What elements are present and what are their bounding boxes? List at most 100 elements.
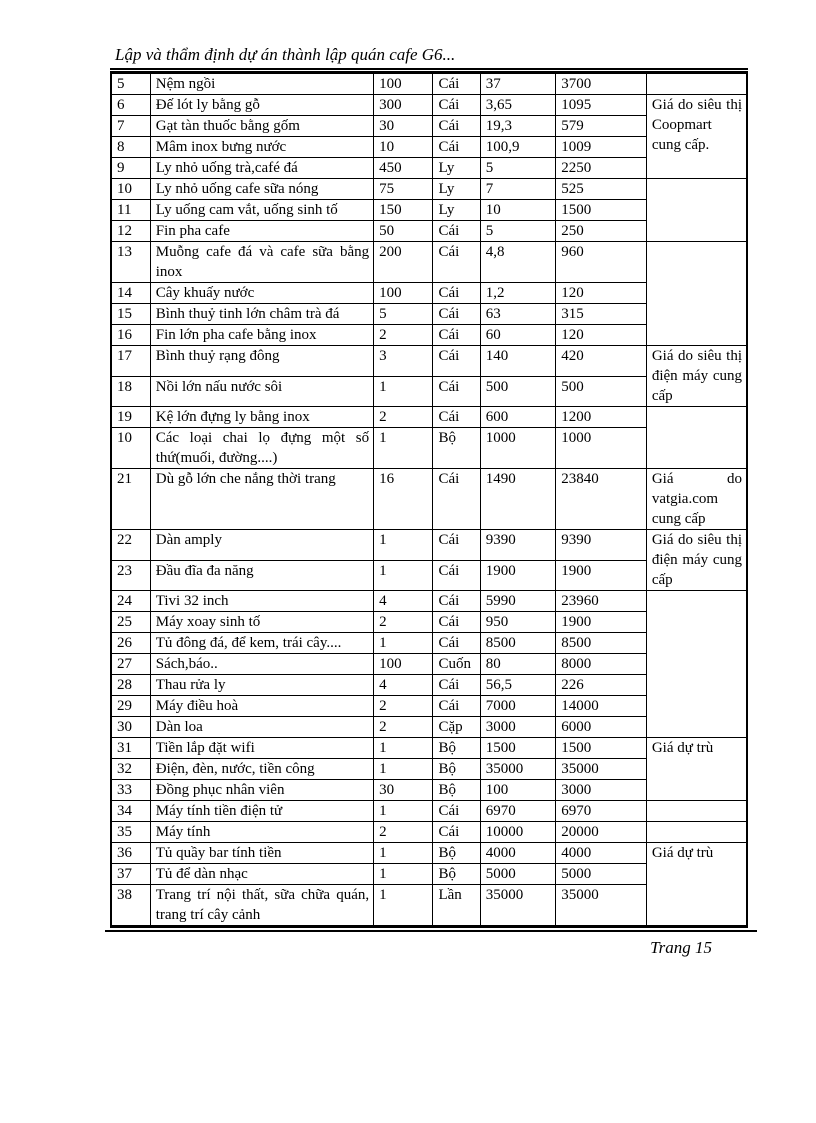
item-name-cell: Đế lót ly bằng gỗ — [149, 94, 375, 116]
quantity-cell: 450 — [373, 157, 434, 179]
page-number: Trang 15 — [650, 938, 712, 957]
quantity-cell: 75 — [373, 178, 434, 200]
unit-price-cell: 140 — [479, 345, 557, 377]
unit-price-cell: 9390 — [479, 529, 557, 561]
total-price-cell: 1009 — [555, 136, 647, 158]
quantity-cell: 2 — [373, 695, 434, 717]
item-name-cell: Nồi lớn nấu nước sôi — [149, 375, 375, 407]
row-number-cell: 29 — [110, 695, 151, 717]
total-price-cell: 9390 — [555, 529, 647, 561]
item-name-cell: Đồng phục nhân viên — [149, 779, 375, 801]
equipment-cost-table: 5 Nệm ngồi 100 Cái 37 3700 6 Đế lót ly bằng gỗ 3… — [110, 71, 748, 928]
note-cell — [645, 178, 748, 242]
total-price-cell: 23840 — [555, 468, 647, 530]
unit-cell: Cái — [432, 674, 481, 696]
unit-price-cell: 950 — [479, 611, 557, 633]
row-number-cell: 35 — [110, 821, 151, 843]
note-cell: Giá do siêu thị Coopmart cung cấp. — [645, 94, 748, 179]
item-name-cell: Cây khuấy nước — [149, 282, 375, 304]
table-row: 22 Dàn amply 1 Cái 9390 9390 Giá do siêu thị đ… — [110, 529, 748, 591]
unit-cell: Cái — [432, 468, 481, 530]
unit-price-cell: 10 — [479, 199, 557, 221]
quantity-cell: 5 — [373, 303, 434, 325]
unit-price-cell: 1000 — [479, 427, 557, 469]
unit-cell: Bộ — [432, 758, 481, 780]
table-row: 18 Nồi lớn nấu nước sôi 1 Cái 500 500 — [110, 375, 747, 407]
total-price-cell: 1900 — [555, 559, 647, 591]
page-header: Lập và thẩm định dự án thành lập quán ca… — [110, 44, 748, 70]
unit-price-cell: 5000 — [479, 863, 557, 885]
total-price-cell: 579 — [555, 115, 647, 137]
unit-price-cell: 1,2 — [479, 282, 557, 304]
item-name-cell: Điện, đèn, nước, tiền công — [149, 758, 375, 780]
item-name-cell: Máy điều hoà — [149, 695, 375, 717]
total-price-cell: 4000 — [555, 842, 647, 864]
quantity-cell: 1 — [373, 427, 434, 469]
row-number-cell: 16 — [110, 324, 151, 346]
unit-price-cell: 5 — [479, 157, 557, 179]
item-name-cell: Sách,báo.. — [149, 653, 375, 675]
row-number-cell: 14 — [110, 282, 151, 304]
unit-cell: Cái — [432, 821, 481, 843]
unit-price-cell: 4000 — [479, 842, 557, 864]
unit-cell: Cái — [432, 611, 481, 633]
unit-price-cell: 100,9 — [479, 136, 557, 158]
table-row: 8 Mâm inox bưng nước 10 Cái 100,9 1009 — [110, 136, 747, 158]
quantity-cell: 100 — [373, 72, 434, 95]
row-number-cell: 12 — [110, 220, 151, 242]
quantity-cell: 4 — [373, 674, 434, 696]
unit-price-cell: 4,8 — [479, 241, 557, 283]
quantity-cell: 2 — [373, 406, 434, 428]
item-name-cell: Các loại chai lọ đựng một số thứ(muối, đ… — [149, 427, 375, 469]
quantity-cell: 100 — [373, 653, 434, 675]
unit-cell: Cái — [432, 282, 481, 304]
unit-cell: Bộ — [432, 779, 481, 801]
item-name-cell: Ly uống cam vắt, uống sinh tố — [149, 199, 375, 221]
unit-price-cell: 5990 — [479, 590, 557, 612]
table-row: 17 Bình thuỷ rạng đông 3 Cái 140 420 Giá do si… — [110, 345, 748, 407]
quantity-cell: 1 — [373, 863, 434, 885]
total-price-cell: 315 — [555, 303, 647, 325]
unit-cell: Cái — [432, 406, 481, 428]
quantity-cell: 3 — [373, 345, 434, 377]
total-price-cell: 960 — [555, 241, 647, 283]
item-name-cell: Bình thuỷ rạng đông — [149, 345, 375, 377]
table-row: 19 Kệ lớn đựng ly bằng inox 2 Cái 600 1200 — [110, 406, 748, 469]
unit-price-cell: 37 — [479, 72, 557, 95]
total-price-cell: 120 — [555, 282, 647, 304]
unit-price-cell: 63 — [479, 303, 557, 325]
item-name-cell: Ly nhỏ uống trà,café đá — [149, 157, 375, 179]
unit-price-cell: 7 — [479, 178, 557, 200]
unit-price-cell: 500 — [479, 375, 557, 407]
unit-cell: Cái — [432, 345, 481, 377]
table-row: 10 Ly nhỏ uống cafe sữa nóng 75 Ly 7 525 — [110, 178, 748, 242]
unit-cell: Ly — [432, 199, 481, 221]
row-number-cell: 6 — [110, 94, 151, 116]
unit-cell: Cái — [432, 695, 481, 717]
item-name-cell: Tủ đông đá, để kem, trái cây.... — [149, 632, 375, 654]
unit-price-cell: 1900 — [479, 559, 557, 591]
table-row: 9 Ly nhỏ uống trà,café đá 450 Ly 5 2250 — [110, 157, 747, 179]
total-price-cell: 3700 — [555, 72, 647, 95]
table-row: 21 Dù gỗ lớn che nắng thời trang 16 Cái 1490… — [110, 468, 748, 530]
table-row: 31 Tiền lắp đặt wifi 1 Bộ 1500 1500 Giá dự trù — [110, 737, 748, 801]
quantity-cell: 2 — [373, 611, 434, 633]
table-row: 35 Máy tính 2 Cái 10000 20000 — [110, 821, 748, 843]
total-price-cell: 1200 — [555, 406, 647, 428]
unit-price-cell: 6970 — [479, 800, 557, 822]
item-name-cell: Dàn loa — [149, 716, 375, 738]
total-price-cell: 1000 — [555, 427, 647, 469]
unit-cell: Cái — [432, 529, 481, 561]
row-number-cell: 13 — [110, 241, 151, 283]
row-number-cell: 34 — [110, 800, 151, 822]
quantity-cell: 200 — [373, 241, 434, 283]
total-price-cell: 6970 — [555, 800, 647, 822]
row-number-cell: 37 — [110, 863, 151, 885]
unit-cell: Cái — [432, 303, 481, 325]
row-number-cell: 36 — [110, 842, 151, 864]
row-number-cell: 33 — [110, 779, 151, 801]
total-price-cell: 20000 — [555, 821, 647, 843]
row-number-cell: 24 — [110, 590, 151, 612]
total-price-cell: 3000 — [555, 779, 647, 801]
quantity-cell: 1 — [373, 375, 434, 407]
